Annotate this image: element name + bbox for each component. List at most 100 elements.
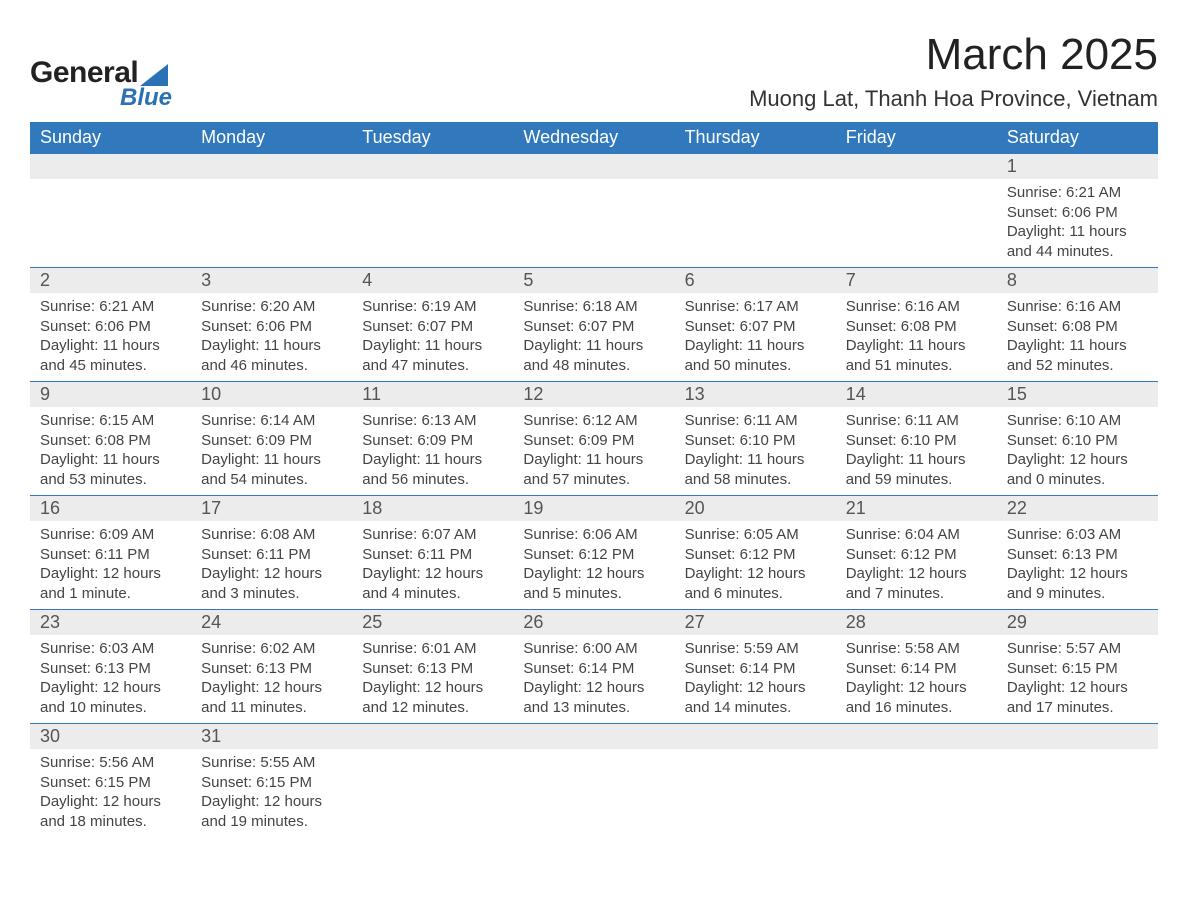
weekday-header: Monday <box>191 122 352 154</box>
day-number-cell: 23 <box>30 610 191 636</box>
sunrise-text: Sunrise: 6:14 AM <box>201 411 342 431</box>
sunset-text: Sunset: 6:10 PM <box>1007 431 1148 451</box>
sunset-text: Sunset: 6:14 PM <box>685 659 826 679</box>
sunrise-text: Sunrise: 6:04 AM <box>846 525 987 545</box>
sunset-text: Sunset: 6:07 PM <box>362 317 503 337</box>
day-number-cell: 12 <box>513 382 674 408</box>
sunrise-text: Sunrise: 5:56 AM <box>40 753 181 773</box>
day-number-cell <box>513 724 674 750</box>
day-content-cell: Sunrise: 6:16 AMSunset: 6:08 PMDaylight:… <box>997 293 1158 382</box>
day-content-cell <box>30 179 191 268</box>
logo: General Blue <box>30 56 172 112</box>
day-content-cell: Sunrise: 5:58 AMSunset: 6:14 PMDaylight:… <box>836 635 997 724</box>
daylight-text: Daylight: 11 hours and 52 minutes. <box>1007 336 1148 375</box>
sunset-text: Sunset: 6:10 PM <box>685 431 826 451</box>
sunset-text: Sunset: 6:15 PM <box>1007 659 1148 679</box>
sunrise-text: Sunrise: 6:18 AM <box>523 297 664 317</box>
day-content-cell: Sunrise: 6:17 AMSunset: 6:07 PMDaylight:… <box>675 293 836 382</box>
day-content-cell: Sunrise: 6:11 AMSunset: 6:10 PMDaylight:… <box>675 407 836 496</box>
day-number-cell <box>675 724 836 750</box>
day-content-cell: Sunrise: 6:09 AMSunset: 6:11 PMDaylight:… <box>30 521 191 610</box>
day-number-cell: 25 <box>352 610 513 636</box>
day-number-cell: 1 <box>997 154 1158 180</box>
page-header: General Blue March 2025 Muong Lat, Thanh… <box>30 30 1158 112</box>
day-content-cell: Sunrise: 6:05 AMSunset: 6:12 PMDaylight:… <box>675 521 836 610</box>
daylight-text: Daylight: 12 hours and 17 minutes. <box>1007 678 1148 717</box>
daylight-text: Daylight: 11 hours and 48 minutes. <box>523 336 664 375</box>
sunset-text: Sunset: 6:09 PM <box>362 431 503 451</box>
daylight-text: Daylight: 12 hours and 7 minutes. <box>846 564 987 603</box>
daylight-text: Daylight: 11 hours and 53 minutes. <box>40 450 181 489</box>
sunrise-text: Sunrise: 5:58 AM <box>846 639 987 659</box>
day-content-cell: Sunrise: 6:00 AMSunset: 6:14 PMDaylight:… <box>513 635 674 724</box>
daylight-text: Daylight: 11 hours and 50 minutes. <box>685 336 826 375</box>
sunrise-text: Sunrise: 6:06 AM <box>523 525 664 545</box>
daylight-text: Daylight: 11 hours and 58 minutes. <box>685 450 826 489</box>
day-content-cell: Sunrise: 6:11 AMSunset: 6:10 PMDaylight:… <box>836 407 997 496</box>
day-number-row: 2345678 <box>30 268 1158 294</box>
sunrise-text: Sunrise: 6:13 AM <box>362 411 503 431</box>
day-number-row: 9101112131415 <box>30 382 1158 408</box>
day-number-cell <box>30 154 191 180</box>
sunrise-text: Sunrise: 6:12 AM <box>523 411 664 431</box>
sunset-text: Sunset: 6:13 PM <box>201 659 342 679</box>
day-number-cell: 2 <box>30 268 191 294</box>
logo-text-blue: Blue <box>120 84 172 112</box>
day-number-cell <box>352 724 513 750</box>
sunrise-text: Sunrise: 6:17 AM <box>685 297 826 317</box>
page-title: March 2025 <box>749 30 1158 80</box>
weekday-header: Thursday <box>675 122 836 154</box>
daylight-text: Daylight: 11 hours and 56 minutes. <box>362 450 503 489</box>
day-number-cell <box>352 154 513 180</box>
sunrise-text: Sunrise: 6:02 AM <box>201 639 342 659</box>
day-content-cell: Sunrise: 6:21 AMSunset: 6:06 PMDaylight:… <box>997 179 1158 268</box>
sunset-text: Sunset: 6:13 PM <box>362 659 503 679</box>
day-number-cell: 6 <box>675 268 836 294</box>
day-content-cell: Sunrise: 6:01 AMSunset: 6:13 PMDaylight:… <box>352 635 513 724</box>
sunrise-text: Sunrise: 6:11 AM <box>685 411 826 431</box>
daylight-text: Daylight: 11 hours and 44 minutes. <box>1007 222 1148 261</box>
sunrise-text: Sunrise: 6:16 AM <box>846 297 987 317</box>
daylight-text: Daylight: 12 hours and 18 minutes. <box>40 792 181 831</box>
day-content-cell: Sunrise: 6:12 AMSunset: 6:09 PMDaylight:… <box>513 407 674 496</box>
day-number-cell: 21 <box>836 496 997 522</box>
weekday-header: Friday <box>836 122 997 154</box>
sunset-text: Sunset: 6:12 PM <box>523 545 664 565</box>
day-content-cell: Sunrise: 6:13 AMSunset: 6:09 PMDaylight:… <box>352 407 513 496</box>
sunrise-text: Sunrise: 6:08 AM <box>201 525 342 545</box>
sunset-text: Sunset: 6:11 PM <box>362 545 503 565</box>
day-number-row: 1 <box>30 154 1158 180</box>
day-content-row: Sunrise: 5:56 AMSunset: 6:15 PMDaylight:… <box>30 749 1158 837</box>
day-number-cell: 11 <box>352 382 513 408</box>
day-number-cell: 15 <box>997 382 1158 408</box>
daylight-text: Daylight: 12 hours and 11 minutes. <box>201 678 342 717</box>
day-number-cell: 3 <box>191 268 352 294</box>
daylight-text: Daylight: 12 hours and 5 minutes. <box>523 564 664 603</box>
day-content-cell <box>352 179 513 268</box>
day-number-cell <box>836 154 997 180</box>
day-content-row: Sunrise: 6:21 AMSunset: 6:06 PMDaylight:… <box>30 293 1158 382</box>
day-number-cell: 14 <box>836 382 997 408</box>
daylight-text: Daylight: 12 hours and 12 minutes. <box>362 678 503 717</box>
sunset-text: Sunset: 6:08 PM <box>40 431 181 451</box>
weekday-header: Tuesday <box>352 122 513 154</box>
day-number-cell: 7 <box>836 268 997 294</box>
day-number-cell: 26 <box>513 610 674 636</box>
day-number-cell <box>675 154 836 180</box>
day-number-cell: 13 <box>675 382 836 408</box>
day-content-cell <box>836 179 997 268</box>
daylight-text: Daylight: 11 hours and 45 minutes. <box>40 336 181 375</box>
sunrise-text: Sunrise: 6:16 AM <box>1007 297 1148 317</box>
day-number-cell: 31 <box>191 724 352 750</box>
day-content-cell <box>513 749 674 837</box>
day-content-cell <box>191 179 352 268</box>
title-block: March 2025 Muong Lat, Thanh Hoa Province… <box>749 30 1158 112</box>
sunset-text: Sunset: 6:11 PM <box>40 545 181 565</box>
day-content-cell: Sunrise: 6:15 AMSunset: 6:08 PMDaylight:… <box>30 407 191 496</box>
day-number-cell: 19 <box>513 496 674 522</box>
sunrise-text: Sunrise: 6:15 AM <box>40 411 181 431</box>
sunset-text: Sunset: 6:07 PM <box>685 317 826 337</box>
day-content-cell: Sunrise: 5:57 AMSunset: 6:15 PMDaylight:… <box>997 635 1158 724</box>
day-content-cell <box>675 179 836 268</box>
sunrise-text: Sunrise: 6:21 AM <box>1007 183 1148 203</box>
